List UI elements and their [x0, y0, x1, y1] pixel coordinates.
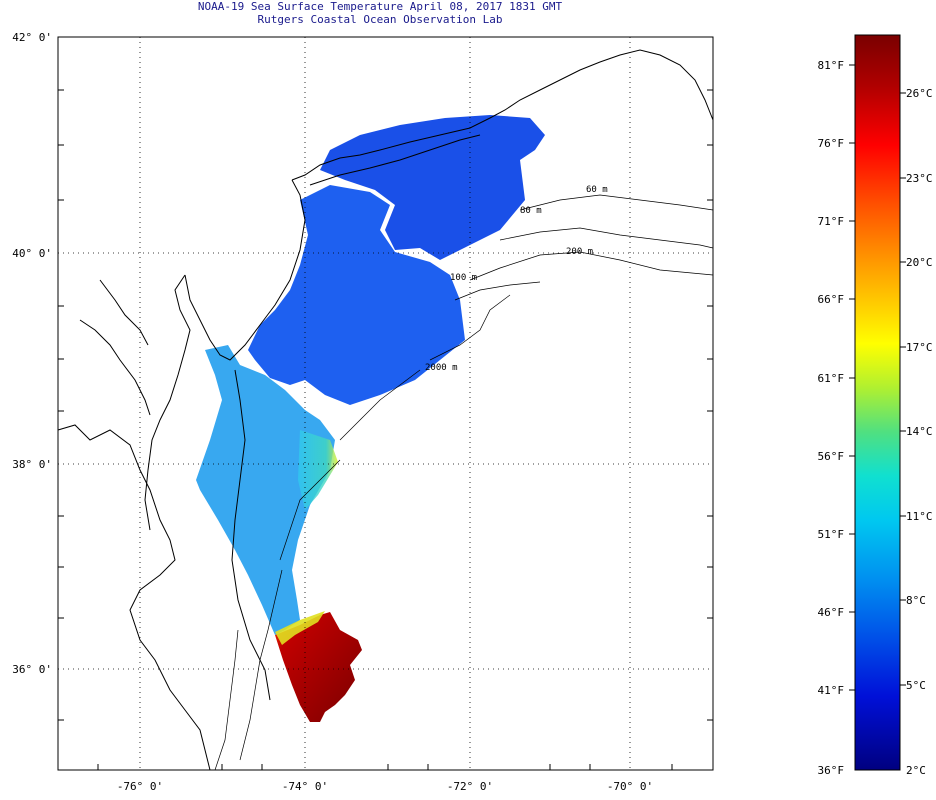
- f-label-66: 66°F: [818, 293, 845, 306]
- colorbar-celsius-labels: 26°C 23°C 20°C 17°C 14°C 11°C 8°C 5°C 2°…: [906, 87, 933, 777]
- f-label-71: 71°F: [818, 215, 845, 228]
- latitude-labels: 42° 0' 40° 0' 38° 0' 36° 0': [12, 31, 52, 676]
- sst-mid-area: [248, 185, 465, 405]
- title-line-2: Rutgers Coastal Ocean Observation Lab: [257, 13, 503, 26]
- c-label-8: 8°C: [906, 594, 926, 607]
- contour-label-2000m: 2000 m: [425, 363, 458, 373]
- map-title: NOAA-19 Sea Surface Temperature April 08…: [180, 0, 580, 26]
- c-label-2: 2°C: [906, 764, 926, 777]
- c-label-14: 14°C: [906, 425, 933, 438]
- f-label-41: 41°F: [818, 684, 845, 697]
- coastline: [57, 49, 714, 771]
- lon-label-70: -70° 0': [607, 780, 653, 793]
- graticule: [58, 36, 713, 770]
- title-line-1: NOAA-19 Sea Surface Temperature April 08…: [197, 0, 563, 13]
- c-label-17: 17°C: [906, 341, 933, 354]
- c-label-5: 5°C: [906, 679, 926, 692]
- c-label-11: 11°C: [906, 510, 933, 523]
- f-label-36: 36°F: [818, 764, 845, 777]
- f-label-51: 51°F: [818, 528, 845, 541]
- colorbar-fahrenheit-labels: 81°F 76°F 71°F 66°F 61°F 56°F 51°F 46°F …: [818, 59, 845, 777]
- color-bar: [849, 34, 906, 771]
- f-label-61: 61°F: [818, 372, 845, 385]
- tick-marks: [58, 89, 713, 770]
- f-label-81: 81°F: [818, 59, 845, 72]
- f-label-56: 56°F: [818, 450, 845, 463]
- sst-warm-patch: [275, 612, 362, 722]
- contour-label-200m: 200 m: [566, 247, 593, 257]
- sst-south-swath: [196, 345, 335, 635]
- sst-data-swath: [196, 115, 545, 722]
- lat-label-38: 38° 0': [12, 458, 52, 471]
- contour-label-100m: 100 m: [450, 273, 477, 283]
- lat-label-36: 36° 0': [12, 663, 52, 676]
- lon-label-72: -72° 0': [447, 780, 493, 793]
- lon-label-76: -76° 0': [117, 780, 163, 793]
- bathymetry-contours: [214, 194, 714, 771]
- f-label-76: 76°F: [818, 137, 845, 150]
- f-label-46: 46°F: [818, 606, 845, 619]
- contour-label-80m: 80 m: [520, 206, 542, 216]
- c-label-20: 20°C: [906, 256, 933, 269]
- lat-label-42: 42° 0': [12, 31, 52, 44]
- lon-label-74: -74° 0': [282, 780, 328, 793]
- longitude-labels: -76° 0' -74° 0' -72° 0' -70° 0': [117, 780, 653, 793]
- contour-labels: 60 m 80 m 100 m 200 m 2000 m: [425, 185, 608, 373]
- c-label-26: 26°C: [906, 87, 933, 100]
- lat-label-40: 40° 0': [12, 247, 52, 260]
- c-label-23: 23°C: [906, 172, 933, 185]
- contour-label-60m: 60 m: [586, 185, 608, 195]
